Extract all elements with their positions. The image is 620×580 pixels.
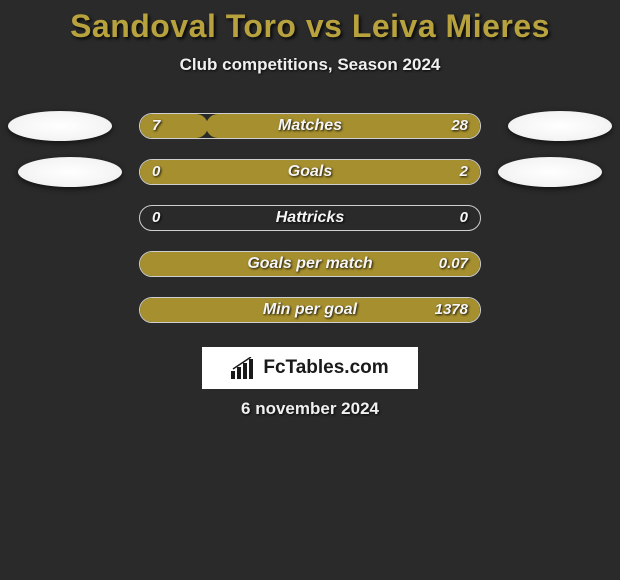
stat-row: Goals0 2 <box>0 149 620 195</box>
stat-value-left: 0 <box>152 206 160 230</box>
stat-value-right: 0 <box>460 206 468 230</box>
logo-box[interactable]: FcTables.com <box>202 347 418 389</box>
stat-label: Matches <box>140 114 480 138</box>
stat-label: Goals <box>140 160 480 184</box>
stat-label: Min per goal <box>140 298 480 322</box>
stat-value-left: 0 <box>152 160 160 184</box>
stats-container: Sandoval Toro vs Leiva Mieres Club compe… <box>0 0 620 419</box>
logo-text: FcTables.com <box>263 357 388 379</box>
stat-label: Hattricks <box>140 206 480 230</box>
bars-icon <box>231 357 257 379</box>
player-avatar-left <box>18 157 122 187</box>
stat-value-left: 7 <box>152 114 160 138</box>
page-title: Sandoval Toro vs Leiva Mieres <box>0 8 620 45</box>
stat-value-right: 1378 <box>435 298 468 322</box>
stat-bar: Hattricks0 0 <box>139 205 481 231</box>
stat-row: Matches7 28 <box>0 103 620 149</box>
stat-bar: Min per goal1378 <box>139 297 481 323</box>
player-avatar-right <box>508 111 612 141</box>
stat-bar: Matches7 28 <box>139 113 481 139</box>
player-avatar-right <box>498 157 602 187</box>
stat-row: Goals per match0.07 <box>0 241 620 287</box>
date-label: 6 november 2024 <box>0 399 620 419</box>
stat-label: Goals per match <box>140 252 480 276</box>
stat-value-right: 28 <box>451 114 468 138</box>
stat-row: Min per goal1378 <box>0 287 620 333</box>
stat-rows: Matches728Goals02Hattricks00Goals per ma… <box>0 103 620 333</box>
stat-bar: Goals per match0.07 <box>139 251 481 277</box>
subtitle: Club competitions, Season 2024 <box>0 55 620 75</box>
stat-bar: Goals0 2 <box>139 159 481 185</box>
stat-value-right: 2 <box>460 160 468 184</box>
stat-value-right: 0.07 <box>439 252 468 276</box>
stat-row: Hattricks0 0 <box>0 195 620 241</box>
player-avatar-left <box>8 111 112 141</box>
